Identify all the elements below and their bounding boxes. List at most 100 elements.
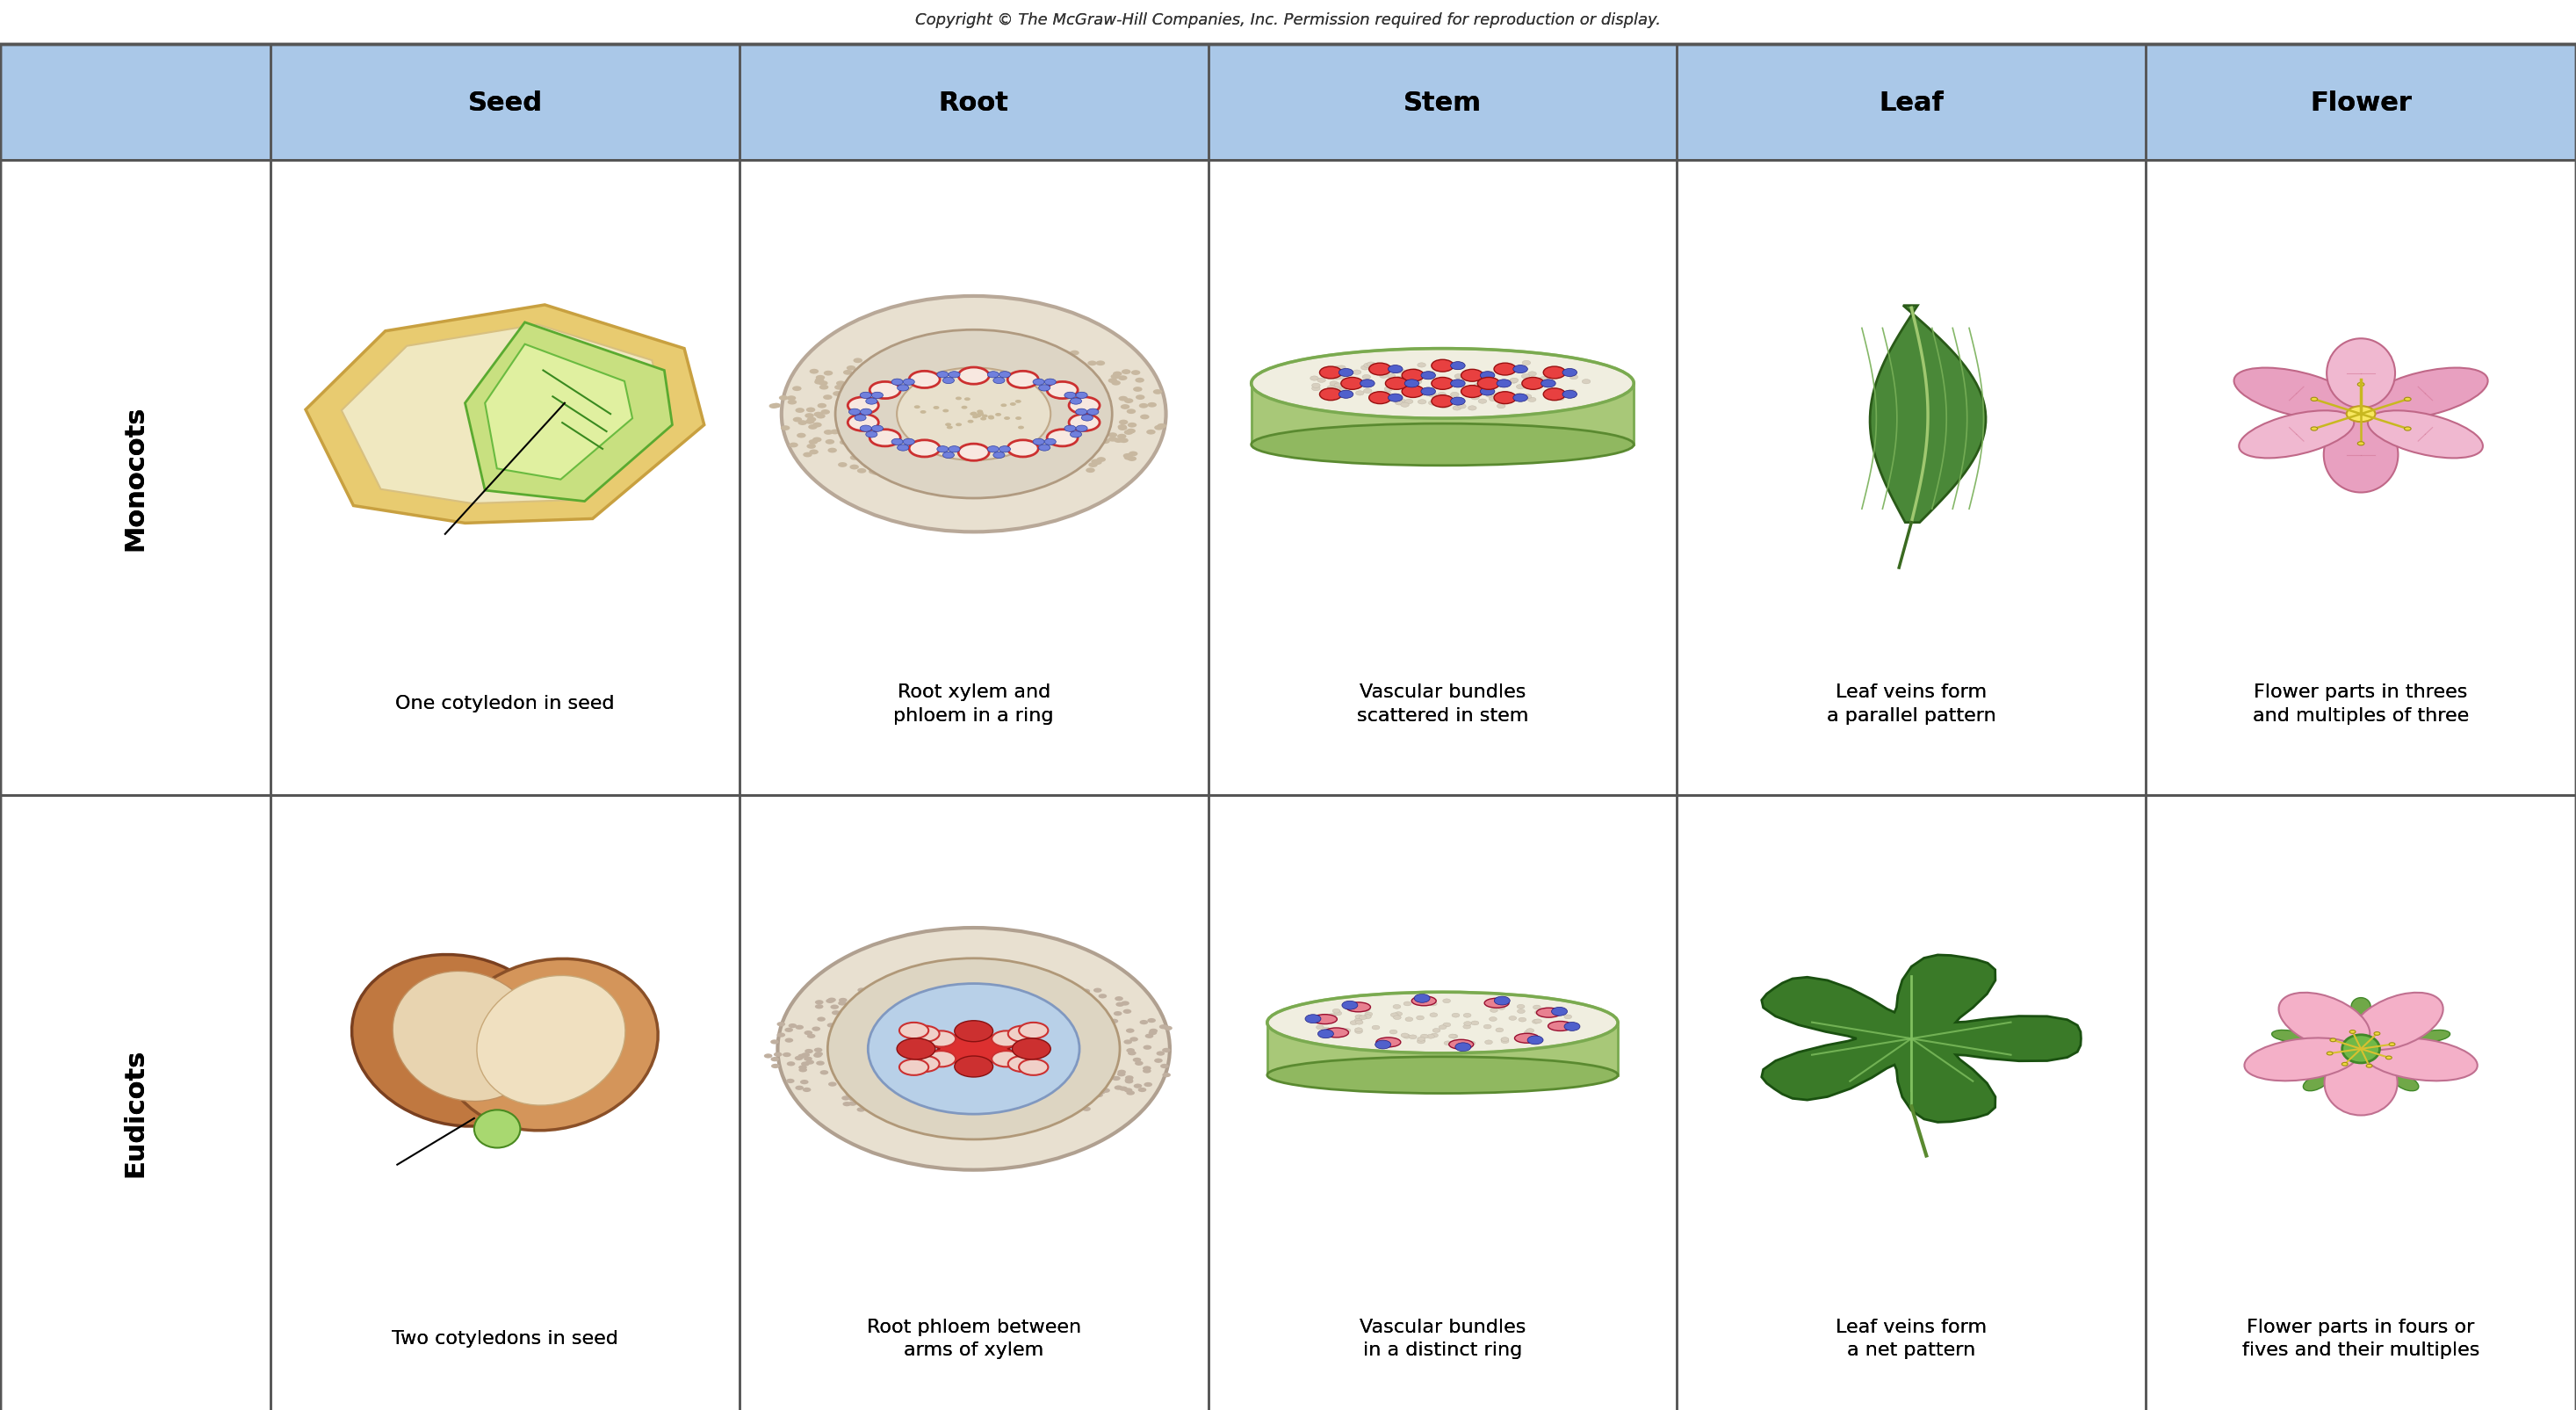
Circle shape	[1097, 1090, 1105, 1094]
Circle shape	[1564, 369, 1577, 376]
Circle shape	[1517, 1005, 1525, 1010]
Circle shape	[1564, 391, 1577, 399]
Circle shape	[966, 341, 974, 345]
Circle shape	[1118, 376, 1128, 381]
Circle shape	[1363, 1015, 1370, 1019]
Circle shape	[1072, 368, 1082, 372]
Circle shape	[793, 386, 801, 392]
Circle shape	[806, 407, 817, 413]
Circle shape	[770, 1065, 781, 1069]
Circle shape	[1126, 409, 1136, 415]
Circle shape	[1373, 1025, 1381, 1029]
Circle shape	[1497, 381, 1512, 388]
Circle shape	[1046, 430, 1077, 447]
Circle shape	[804, 1031, 811, 1035]
Circle shape	[1010, 403, 1015, 406]
Circle shape	[1103, 1089, 1110, 1093]
Circle shape	[1126, 1028, 1133, 1034]
Circle shape	[989, 417, 994, 420]
Ellipse shape	[2303, 1076, 2329, 1091]
Circle shape	[806, 420, 814, 424]
Circle shape	[1118, 420, 1128, 426]
Circle shape	[1082, 995, 1090, 1000]
Circle shape	[1136, 378, 1144, 384]
Circle shape	[1430, 393, 1437, 398]
Circle shape	[1363, 389, 1373, 393]
Circle shape	[899, 991, 907, 997]
Circle shape	[770, 1039, 778, 1045]
Circle shape	[1056, 355, 1064, 360]
Circle shape	[902, 461, 912, 467]
Circle shape	[943, 453, 953, 458]
Circle shape	[1422, 372, 1435, 379]
Text: Eudicots: Eudicots	[124, 1048, 147, 1177]
Text: Leaf: Leaf	[1878, 90, 1945, 116]
Circle shape	[891, 360, 899, 365]
Circle shape	[1419, 392, 1427, 396]
Circle shape	[1427, 372, 1435, 376]
Circle shape	[863, 464, 873, 468]
Text: Leaf veins form
a net pattern: Leaf veins form a net pattern	[1837, 1318, 1986, 1358]
Ellipse shape	[1412, 997, 1437, 1005]
Circle shape	[814, 1000, 824, 1005]
Circle shape	[1082, 379, 1092, 384]
Circle shape	[1556, 368, 1564, 374]
Circle shape	[778, 396, 788, 400]
Circle shape	[842, 371, 853, 375]
Circle shape	[1028, 477, 1036, 481]
Circle shape	[1126, 1091, 1136, 1096]
Circle shape	[1092, 1010, 1100, 1014]
Circle shape	[1535, 1019, 1543, 1024]
Circle shape	[2403, 427, 2411, 431]
Circle shape	[1530, 379, 1540, 384]
Circle shape	[1332, 375, 1340, 381]
Circle shape	[1401, 369, 1425, 382]
Circle shape	[1430, 1012, 1437, 1017]
Circle shape	[994, 453, 1005, 458]
Circle shape	[1535, 1011, 1543, 1015]
Circle shape	[1056, 983, 1064, 987]
Circle shape	[1440, 405, 1450, 409]
Circle shape	[1556, 396, 1564, 400]
Circle shape	[1020, 354, 1030, 358]
Circle shape	[1033, 348, 1043, 354]
Circle shape	[1453, 406, 1461, 410]
Circle shape	[1417, 1015, 1425, 1019]
Polygon shape	[1252, 384, 1633, 446]
Circle shape	[1484, 1041, 1492, 1045]
Ellipse shape	[2239, 412, 2354, 458]
Circle shape	[948, 1103, 956, 1107]
Circle shape	[1427, 998, 1435, 1003]
Circle shape	[1100, 440, 1110, 444]
Ellipse shape	[1267, 993, 1618, 1053]
Circle shape	[943, 410, 948, 413]
Circle shape	[848, 415, 878, 431]
Text: Root: Root	[938, 90, 1010, 116]
Circle shape	[1139, 403, 1149, 409]
Circle shape	[1149, 1031, 1157, 1035]
Circle shape	[858, 988, 866, 993]
Circle shape	[1319, 389, 1342, 400]
Circle shape	[866, 399, 878, 405]
Polygon shape	[307, 306, 703, 523]
Circle shape	[1404, 381, 1419, 388]
Circle shape	[1054, 1100, 1061, 1105]
Ellipse shape	[2342, 1035, 2380, 1063]
Circle shape	[1005, 477, 1015, 482]
Circle shape	[930, 478, 938, 484]
Circle shape	[1494, 997, 1510, 1005]
Ellipse shape	[778, 928, 1170, 1170]
Circle shape	[809, 440, 817, 446]
Ellipse shape	[827, 959, 1121, 1139]
Circle shape	[966, 986, 974, 990]
Circle shape	[801, 1080, 809, 1084]
Circle shape	[1020, 1059, 1048, 1076]
Circle shape	[1113, 1076, 1121, 1081]
Circle shape	[1388, 395, 1401, 402]
Circle shape	[1082, 1107, 1090, 1111]
Circle shape	[1064, 393, 1077, 399]
Circle shape	[896, 460, 907, 465]
Circle shape	[1510, 1017, 1517, 1021]
Polygon shape	[1870, 306, 1986, 523]
Circle shape	[1144, 1069, 1151, 1073]
